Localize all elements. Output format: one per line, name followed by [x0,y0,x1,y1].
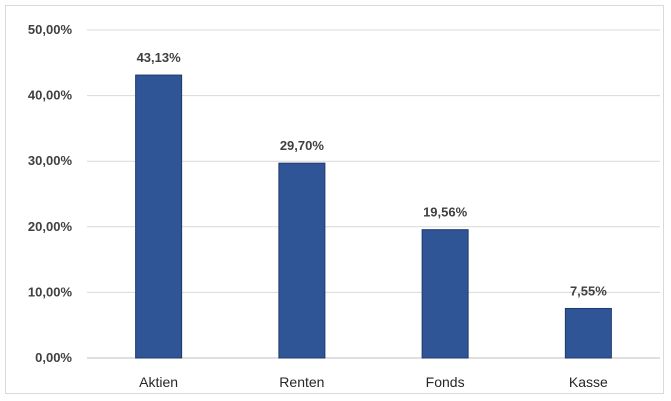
y-tick-label: 0,00% [35,350,72,365]
category-label-renten: Renten [279,374,324,390]
data-labels: 43,13% 29,70% 19,56% 7,55% [137,50,608,298]
y-tick-label: 50,00% [28,22,73,37]
data-label-renten: 29,70% [280,138,325,153]
chart-frame [5,5,664,394]
category-label-aktien: Aktien [139,374,178,390]
x-axis-category-labels: Aktien Renten Fonds Kasse [139,374,608,390]
y-tick-label: 40,00% [28,88,73,103]
bar-kasse [564,307,612,359]
bar-fonds [421,229,469,359]
category-label-fonds: Fonds [426,374,465,390]
data-label-kasse: 7,55% [570,283,607,298]
category-label-kasse: Kasse [569,374,608,390]
data-label-aktien: 43,13% [137,50,182,65]
y-tick-label: 30,00% [28,153,73,168]
y-tick-label: 20,00% [28,219,73,234]
bar-renten [278,162,326,359]
y-axis-tick-labels: 0,00% 10,00% 20,00% 30,00% 40,00% 50,00% [28,22,73,365]
gridlines [87,29,660,359]
bars [135,74,612,359]
data-label-fonds: 19,56% [423,205,468,220]
bar-aktien [135,74,183,359]
y-tick-label: 10,00% [28,284,73,299]
